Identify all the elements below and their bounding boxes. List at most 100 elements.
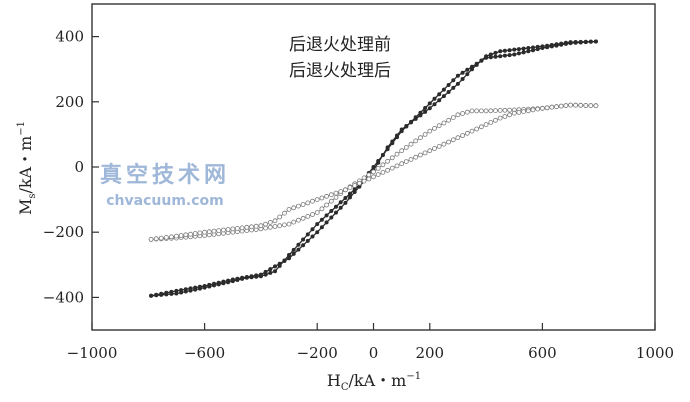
data-point [380,169,386,175]
y-axis-label-main: M [16,199,35,215]
data-point [371,169,376,175]
data-point [315,222,320,227]
data-point [512,47,517,52]
data-point [521,46,526,51]
data-point [395,133,399,138]
data-point [338,205,343,210]
data-point [230,226,236,232]
legend-entry-before: 后退火处理前 [289,35,391,55]
data-point [174,288,179,293]
x-tick-label: −600 [184,344,225,362]
data-point [498,49,503,54]
data-point [593,103,599,109]
x-tick-label: −1000 [67,344,118,362]
data-point [334,210,338,215]
data-point [163,234,169,240]
data-point [427,106,432,111]
data-point [273,269,277,274]
data-point [375,165,381,171]
data-point [403,159,409,165]
data-point [295,203,301,209]
data-point [324,193,330,199]
series-before-annealing [149,39,598,298]
data-point [436,143,442,149]
data-point [474,126,480,132]
data-point [272,224,278,229]
y-tick-label: 400 [55,28,84,46]
data-point [287,256,291,261]
data-point [169,289,174,294]
data-point [521,109,526,114]
data-point [446,83,451,87]
data-point [478,108,484,114]
data-point [437,92,442,97]
data-point [225,227,231,232]
data-point [207,282,212,287]
data-point [588,103,594,108]
data-point [296,242,301,247]
data-point [399,148,405,154]
data-point [427,148,433,154]
x-tick-label: 200 [415,344,444,362]
data-point [469,128,475,134]
watermark: 真空技术网 chvacuum.com [100,162,226,209]
axis-tick-labels: −1000 −600 −200 0 200 600 1000 400 200 0 −200 −400 [43,28,674,362]
data-point [511,110,517,116]
data-point [295,217,301,223]
x-axis-label-sup: −1 [406,371,421,382]
data-point [352,190,357,194]
data-point [329,215,334,220]
data-point [286,221,292,227]
data-point [470,67,474,72]
data-point [460,70,465,75]
data-point [427,128,433,134]
data-point [202,284,207,288]
data-point [446,117,452,123]
data-point [333,194,339,200]
data-point [502,114,508,119]
data-point [149,293,154,298]
data-point [451,78,456,83]
data-point [305,213,311,219]
data-point [502,107,508,113]
data-point [446,139,452,145]
data-point [432,125,437,131]
data-point [558,103,564,109]
data-point [296,247,301,252]
data-point [319,195,325,201]
data-point [521,50,526,55]
data-point [535,106,541,112]
data-point [432,102,437,107]
data-point [450,115,456,120]
data-point [193,285,198,290]
data-point [493,108,498,113]
data-point [361,178,367,184]
data-point [394,163,400,169]
data-point [464,130,470,136]
data-point [183,287,188,292]
data-point [526,46,531,50]
data-point [375,172,381,178]
data-point [498,54,503,59]
data-point [315,230,320,235]
data-point [168,234,174,240]
data-point [526,49,531,54]
data-point [460,77,465,81]
data-point [493,117,498,123]
data-point [483,108,489,114]
data-point [422,150,428,156]
data-point [390,139,395,144]
data-point [357,184,362,189]
data-point [273,264,277,269]
data-point [230,277,235,282]
data-point [300,215,306,221]
data-point [417,135,423,141]
data-point [423,109,428,114]
data-point [301,243,306,248]
data-point [234,225,240,231]
x-tick-label: 0 [369,344,379,362]
data-point [389,165,395,171]
data-point [389,155,395,161]
data-point [314,210,320,216]
data-point [183,232,189,238]
